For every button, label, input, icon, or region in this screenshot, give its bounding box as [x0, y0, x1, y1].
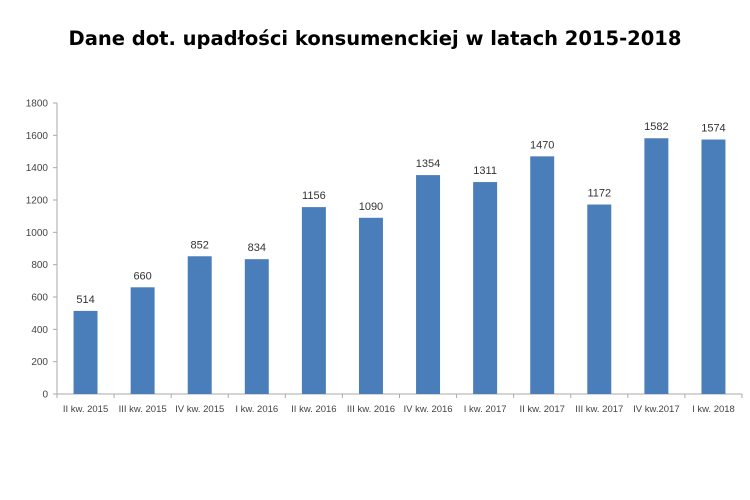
- x-tick-label: III kw. 2017: [575, 404, 623, 415]
- y-tick-label: 1400: [26, 163, 49, 174]
- data-label: 834: [248, 242, 266, 254]
- data-label: 1311: [473, 165, 497, 177]
- bars: [73, 138, 726, 394]
- data-label: 1172: [587, 188, 611, 200]
- y-tick-label: 1000: [26, 228, 49, 239]
- data-label: 1354: [416, 158, 440, 170]
- bar: [416, 175, 441, 394]
- y-tick-label: 0: [42, 390, 48, 401]
- y-tick-label: 800: [31, 260, 48, 271]
- y-tick-label: 1200: [26, 196, 49, 207]
- x-tick-label: IV kw.2017: [633, 404, 679, 415]
- bar: [301, 207, 326, 394]
- data-label: 1156: [302, 190, 326, 202]
- data-label: 1090: [359, 201, 383, 213]
- bar: [244, 259, 269, 394]
- x-tick-label: I kw. 2017: [464, 404, 507, 415]
- data-label: 514: [76, 294, 94, 306]
- x-tick-label: IV kw. 2015: [175, 404, 224, 415]
- labels: 0 200 400 600 800 1000 1200 1400 1600 1800 514 II k…: [26, 99, 735, 416]
- data-label: 1582: [644, 121, 668, 133]
- bar: [587, 204, 612, 394]
- x-tick-label: II kw. 2016: [291, 404, 336, 415]
- axes: [53, 102, 743, 398]
- x-tick-label: II kw. 2015: [63, 404, 108, 415]
- bar: [473, 182, 498, 394]
- data-label: 1470: [530, 139, 554, 151]
- x-tick-label: I kw. 2016: [235, 404, 278, 415]
- y-tick-label: 200: [31, 357, 48, 368]
- x-tick-label: IV kw. 2016: [403, 404, 452, 415]
- data-label: 660: [133, 270, 151, 282]
- y-tick-label: 1600: [26, 131, 49, 142]
- data-label: 852: [191, 239, 209, 251]
- bar: [644, 138, 669, 394]
- bar: [130, 287, 155, 394]
- bar: [358, 217, 383, 394]
- y-tick-label: 1800: [26, 99, 49, 110]
- x-tick-label: I kw. 2018: [692, 404, 735, 415]
- x-tick-label: III kw. 2016: [347, 404, 395, 415]
- y-tick-label: 600: [31, 293, 48, 304]
- bar: [187, 256, 212, 394]
- bar: [530, 156, 555, 394]
- chart-title: Dane dot. upadłości konsumenckiej w lata…: [68, 27, 682, 50]
- x-tick-label: II kw. 2017: [519, 404, 564, 415]
- bar: [73, 310, 98, 394]
- x-tick-label: III kw. 2015: [119, 404, 167, 415]
- data-label: 1574: [701, 123, 725, 135]
- bar: [701, 139, 726, 394]
- y-tick-label: 400: [31, 325, 48, 336]
